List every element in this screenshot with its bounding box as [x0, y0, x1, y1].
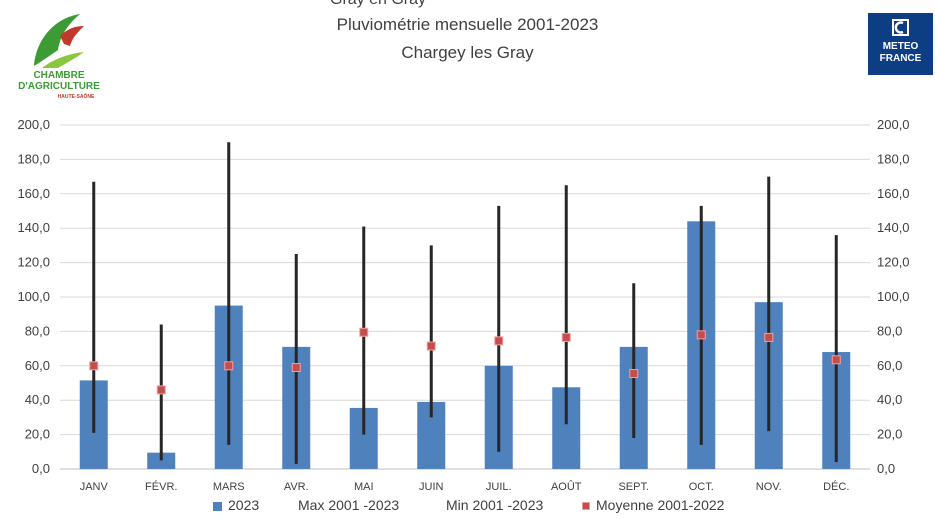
average-marker — [629, 369, 639, 379]
average-marker — [224, 361, 234, 371]
y-tick-label-right: 120,0 — [877, 255, 910, 270]
y-tick-label-right: 60,0 — [877, 358, 902, 373]
logo-line1: CHAMBRE — [33, 70, 84, 81]
y-tick-label-left: 160,0 — [17, 186, 50, 201]
chart-subtitle: Chargey les Gray — [401, 43, 534, 62]
x-tick-label: NOV. — [756, 481, 782, 493]
average-marker — [291, 363, 301, 373]
x-tick-label: MAI — [354, 481, 374, 493]
x-tick-label: JUIL. — [486, 481, 512, 493]
logo-swoosh-green — [34, 14, 80, 66]
legend-item-max: Max 2001 -2023 — [298, 497, 399, 513]
legend-label-average: Moyenne 2001-2022 — [596, 497, 725, 513]
chambre-agriculture-logo: CHAMBRE D'AGRICULTURE HAUTE-SAÔNE — [18, 14, 100, 100]
bar — [147, 452, 176, 469]
y-tick-label-left: 40,0 — [25, 392, 50, 407]
y-tick-label-left: 60,0 — [25, 358, 50, 373]
y-axis-right: 0,0 20,0 40,0 60,0 80,0 100,0 120,0 140,0 160,0 1… — [877, 117, 910, 476]
x-tick-label: OCT. — [689, 481, 714, 493]
x-tick-label: AOÛT — [551, 480, 582, 493]
meteo-line2: FRANCE — [879, 53, 922, 64]
y-tick-label-left: 80,0 — [25, 323, 50, 338]
grid-lines — [60, 124, 870, 470]
average-marker — [494, 336, 504, 346]
average-marker — [156, 385, 166, 395]
legend-item-average: Moyenne 2001-2022 — [582, 497, 724, 513]
min-max-lines — [92, 142, 838, 464]
legend-item-min: Min 2001 -2023 — [446, 497, 543, 513]
y-tick-label-left: 120,0 — [17, 255, 50, 270]
y-tick-label-left: 20,0 — [25, 427, 50, 442]
average-marker — [696, 330, 706, 340]
logo-line3: HAUTE-SAÔNE — [58, 92, 95, 100]
y-tick-label-left: 200,0 — [17, 117, 50, 132]
logo-line2: D'AGRICULTURE — [18, 81, 100, 92]
legend-label-max: Max 2001 -2023 — [298, 497, 400, 513]
y-tick-label-right: 180,0 — [877, 151, 910, 166]
x-tick-label: AVR. — [284, 481, 309, 493]
y-tick-label-left: 140,0 — [17, 220, 50, 235]
x-tick-label: JUIN — [419, 481, 444, 493]
logo-swoosh-light — [42, 52, 84, 68]
y-axis-left: 0,0 20,0 40,0 60,0 80,0 100,0 120,0 140,0 160,0 1… — [17, 117, 50, 476]
meteo-line1: METEO — [882, 41, 919, 52]
y-tick-label-left: 0,0 — [32, 461, 50, 476]
x-tick-label: JANV — [80, 481, 109, 493]
legend: 2023 Max 2001 -2023 Min 2001 -2023 Moyen… — [0, 497, 935, 517]
y-tick-label-right: 200,0 — [877, 117, 910, 132]
logo-swoosh-red — [60, 26, 84, 46]
y-tick-label-right: 80,0 — [877, 323, 902, 338]
y-tick-label-left: 100,0 — [17, 289, 50, 304]
y-tick-label-right: 0,0 — [877, 461, 895, 476]
y-tick-label-right: 20,0 — [877, 427, 902, 442]
legend-swatch-marker — [582, 502, 590, 511]
average-marker — [89, 361, 99, 371]
average-marker — [831, 355, 841, 365]
y-tick-label-right: 160,0 — [877, 186, 910, 201]
legend-label-min: Min 2001 -2023 — [446, 497, 544, 513]
average-marker — [359, 327, 369, 337]
y-tick-label-left: 180,0 — [17, 151, 50, 166]
x-tick-label: SEPT. — [618, 481, 649, 493]
average-marker — [764, 332, 774, 342]
chart-title: Pluviométrie mensuelle 2001-2023 — [336, 15, 599, 34]
bars-2023 — [79, 221, 851, 469]
y-tick-label-right: 100,0 — [877, 289, 910, 304]
cropped-header-text: Gray en Gray — [330, 0, 426, 9]
legend-label-2023: 2023 — [228, 497, 260, 513]
rainfall-chart: 0,0 20,0 40,0 60,0 80,0 100,0 120,0 140,0 160,0 1… — [17, 117, 910, 493]
average-marker — [561, 332, 571, 342]
meteo-france-emblem — [892, 19, 909, 36]
average-marker — [426, 341, 436, 351]
x-tick-label: FÉVR. — [145, 480, 177, 493]
x-tick-label: DÉC. — [823, 480, 849, 493]
meteo-france-logo: METEO FRANCE — [868, 13, 933, 75]
x-axis-labels: JANV FÉVR. MARS AVR. MAI JUIN JUIL. AOÛT SEPT. OC… — [80, 480, 850, 493]
legend-swatch-bar — [213, 501, 222, 511]
average-markers — [89, 327, 841, 395]
y-tick-label-right: 40,0 — [877, 392, 902, 407]
y-tick-label-right: 140,0 — [877, 220, 910, 235]
x-tick-label: MARS — [213, 481, 245, 493]
legend-item-2023: 2023 — [213, 497, 259, 513]
